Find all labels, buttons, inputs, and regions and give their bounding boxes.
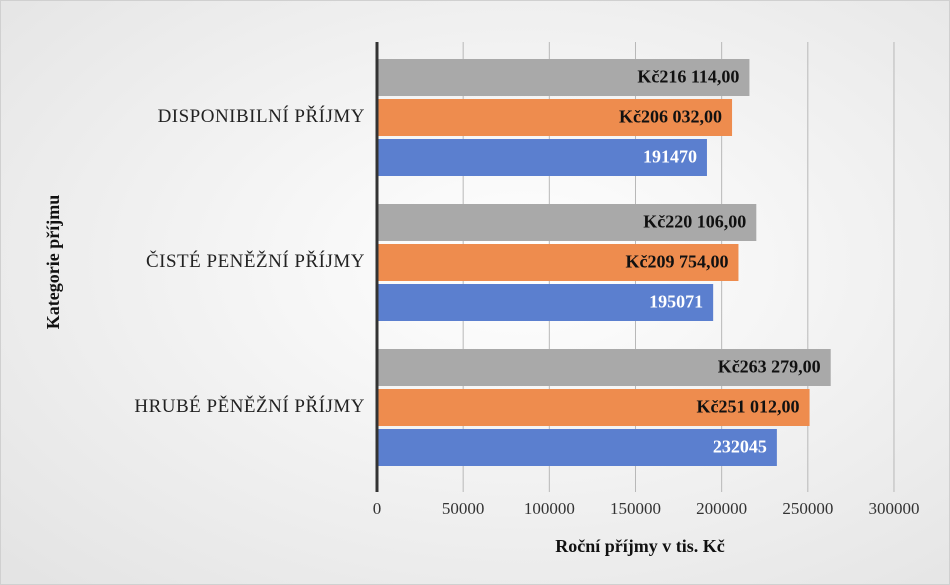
x-tick-label: 300000 — [868, 499, 919, 518]
x-tick-label: 0 — [373, 499, 382, 518]
bar — [377, 284, 714, 321]
bar — [377, 139, 707, 176]
x-tick-label: 250000 — [782, 499, 833, 518]
bar — [377, 429, 777, 466]
bar — [377, 59, 750, 96]
x-tick-label: 150000 — [610, 499, 661, 518]
x-axis-title: Roční příjmy v tis. Kč — [555, 536, 724, 556]
value-label: 195071 — [649, 292, 703, 312]
bar — [377, 204, 757, 241]
y-axis-title: Kategorie příjmu — [43, 195, 63, 329]
x-tick-label: 200000 — [696, 499, 747, 518]
category-label: HRUBÉ PĚNĚŽNÍ PŘÍJMY — [134, 395, 365, 417]
bar — [377, 389, 810, 426]
value-label: Kč209 754,00 — [625, 252, 728, 272]
value-label: Kč216 114,00 — [637, 67, 739, 87]
value-label: Kč206 032,00 — [619, 107, 722, 127]
value-label: Kč220 106,00 — [643, 212, 746, 232]
category-label: ČISTÉ PENĚŽNÍ PŘÍJMY — [146, 250, 365, 272]
x-tick-label: 50000 — [442, 499, 485, 518]
bar — [377, 244, 739, 281]
x-tick-label: 100000 — [524, 499, 575, 518]
value-label: Kč263 279,00 — [718, 357, 821, 377]
value-label: 191470 — [643, 147, 697, 167]
bar — [377, 99, 733, 136]
bar — [377, 349, 831, 386]
value-label: Kč251 012,00 — [697, 397, 800, 417]
category-label: DISPONIBILNÍ PŘÍJMY — [158, 105, 365, 127]
value-label: 232045 — [713, 437, 767, 457]
